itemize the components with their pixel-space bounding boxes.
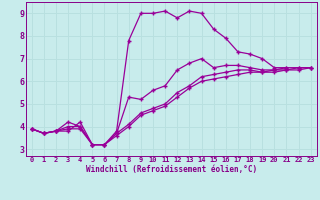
X-axis label: Windchill (Refroidissement éolien,°C): Windchill (Refroidissement éolien,°C) (86, 165, 257, 174)
